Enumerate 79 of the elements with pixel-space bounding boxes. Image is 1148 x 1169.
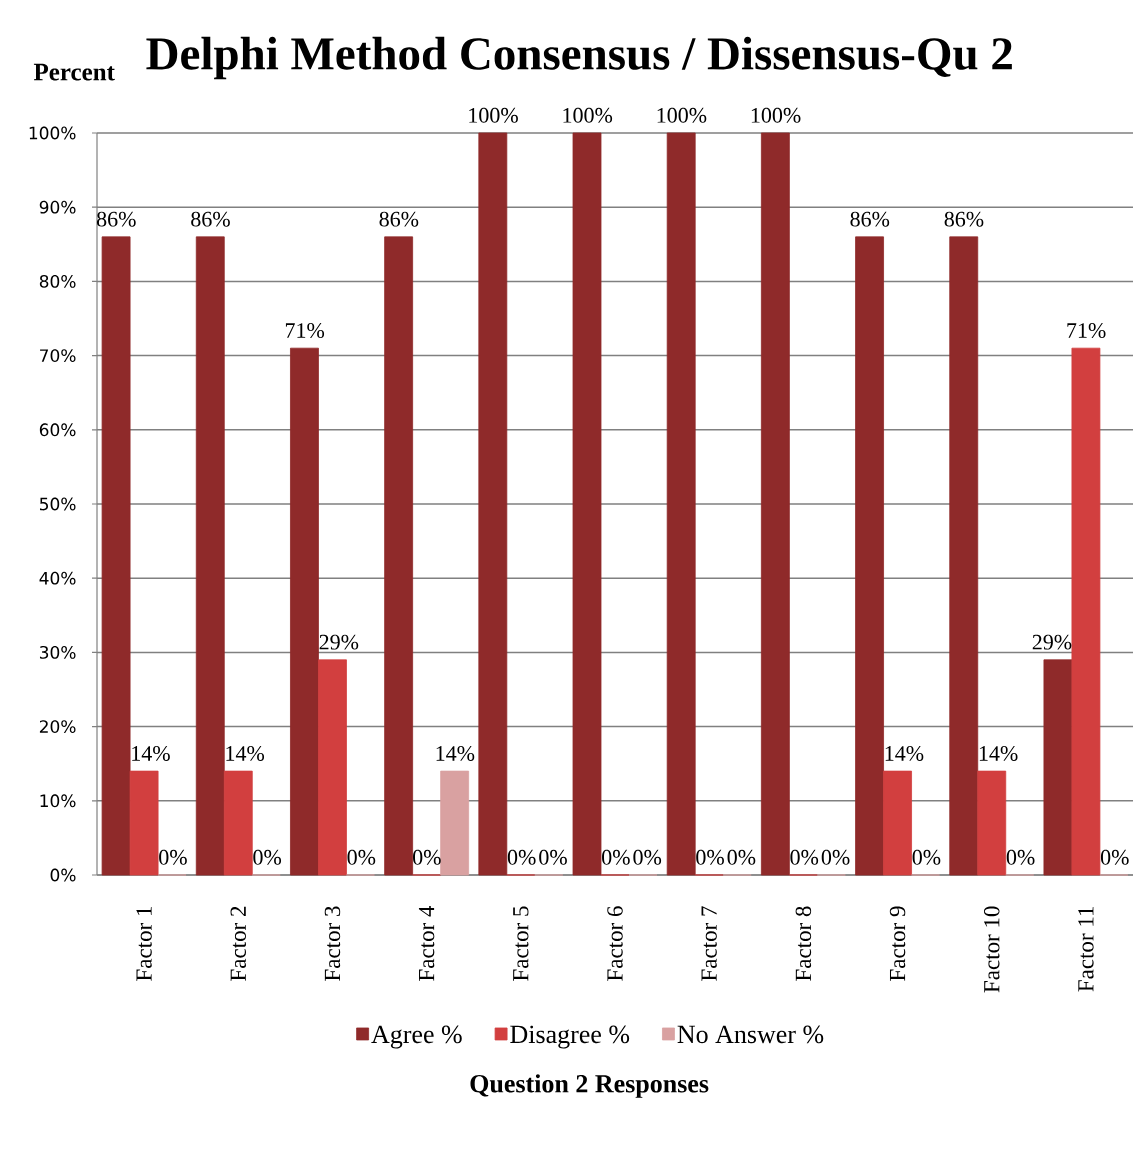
x-tick-label: Factor 5 xyxy=(513,906,529,981)
y-tick-label: 100% xyxy=(29,126,76,140)
x-axis-title: Question 2 Responses xyxy=(470,1074,709,1098)
bar xyxy=(290,347,319,876)
chart-title: Delphi Method Consensus / Dissensus-Qu 2 xyxy=(146,36,1012,80)
x-tick-label: Factor 1 xyxy=(136,906,152,981)
bar xyxy=(666,132,696,876)
bar xyxy=(1071,347,1101,876)
data-label: 0% xyxy=(1006,849,1035,865)
x-tick-label: Factor 8 xyxy=(795,906,812,981)
data-label: 0% xyxy=(347,849,376,865)
bar xyxy=(1043,659,1073,876)
data-label: 100% xyxy=(657,107,707,123)
y-tick-label: 20% xyxy=(39,720,76,734)
data-label: 100% xyxy=(563,107,613,123)
bar xyxy=(572,132,602,876)
bar xyxy=(129,770,159,876)
y-tick-label: 0% xyxy=(50,868,76,882)
bar xyxy=(195,236,225,876)
bar xyxy=(384,236,414,876)
data-label: 14% xyxy=(979,745,1018,761)
bar xyxy=(949,236,979,876)
bar xyxy=(855,236,884,876)
y-tick-label: 50% xyxy=(40,497,76,511)
bar xyxy=(223,770,253,876)
data-label: 0% xyxy=(602,849,630,865)
y-tick-label: 70% xyxy=(40,349,76,363)
data-label: 86% xyxy=(379,211,419,227)
data-label: 14% xyxy=(436,745,475,761)
y-tick-label: 60% xyxy=(39,423,76,437)
x-tick-label: Factor 11 xyxy=(1078,906,1094,992)
data-label: 0% xyxy=(912,849,941,865)
data-label: 86% xyxy=(850,211,890,227)
bar xyxy=(478,132,508,876)
data-label: 0% xyxy=(633,849,662,865)
y-axis-title: Percent xyxy=(33,63,115,81)
bar xyxy=(318,659,347,876)
x-tick-label: Factor 10 xyxy=(983,906,1000,993)
data-label: 0% xyxy=(159,849,187,865)
data-label: 100% xyxy=(751,107,801,123)
data-label: 0% xyxy=(790,849,819,865)
data-label: 86% xyxy=(944,211,984,227)
x-tick-label: Factor 6 xyxy=(607,906,623,981)
y-tick-label: 30% xyxy=(39,645,76,659)
bar xyxy=(760,132,790,876)
data-label: 71% xyxy=(285,323,325,338)
data-label: 0% xyxy=(727,849,756,865)
data-label: 100% xyxy=(469,107,518,123)
data-label: 29% xyxy=(1032,634,1072,650)
y-tick-label: 90% xyxy=(39,200,76,214)
data-label: 0% xyxy=(253,849,282,865)
y-tick-label: 10% xyxy=(40,794,76,808)
data-label: 0% xyxy=(507,849,536,865)
data-label: 29% xyxy=(319,634,359,650)
bar xyxy=(883,770,912,876)
legend-label: Disagree % xyxy=(510,1025,630,1049)
y-tick-label: 40% xyxy=(39,571,76,585)
x-tick-label: Factor 3 xyxy=(324,906,341,981)
bar xyxy=(101,236,131,876)
data-label: 14% xyxy=(885,745,924,761)
data-label: 86% xyxy=(191,211,230,227)
x-tick-label: Factor 9 xyxy=(889,906,906,981)
data-label: 71% xyxy=(1067,323,1106,338)
x-tick-label: Factor 4 xyxy=(418,905,435,981)
data-label: 0% xyxy=(539,849,567,865)
data-label: 0% xyxy=(821,849,850,865)
data-label: 0% xyxy=(696,849,724,865)
legend-label: No Answer % xyxy=(677,1025,824,1044)
data-label: 14% xyxy=(226,745,265,761)
y-tick-label: 80% xyxy=(39,274,76,288)
data-label: 14% xyxy=(132,745,170,761)
bar xyxy=(977,770,1007,876)
data-label: 0% xyxy=(413,849,441,865)
x-tick-label: Factor 2 xyxy=(230,906,246,981)
data-label: 86% xyxy=(96,211,136,227)
bar xyxy=(440,770,470,876)
legend-label: Agree % xyxy=(371,1025,462,1049)
data-label: 0% xyxy=(1100,849,1129,865)
x-tick-label: Factor 7 xyxy=(701,906,717,981)
